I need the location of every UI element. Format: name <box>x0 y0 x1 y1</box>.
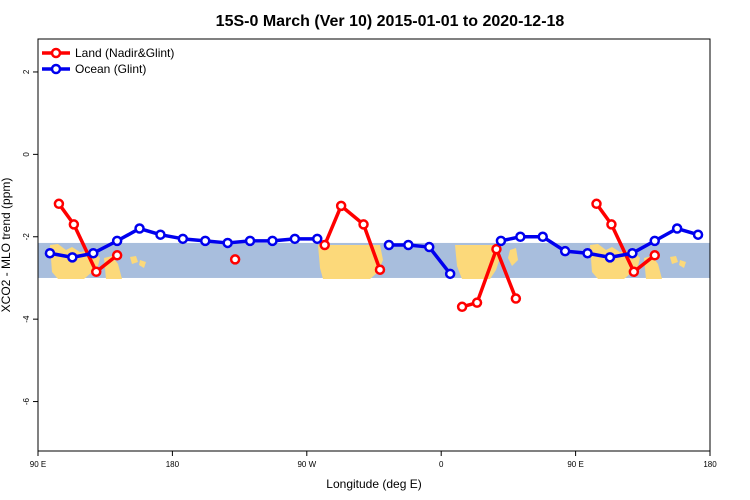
legend-marker-ocean <box>50 63 62 75</box>
land-data-point <box>229 254 241 265</box>
ocean-data-point <box>267 235 278 247</box>
legend-marker-land <box>50 47 62 59</box>
land-data-point <box>335 200 347 212</box>
land-south-america <box>318 245 383 279</box>
land-series-line <box>595 202 656 274</box>
y-tick-label: 0 <box>22 152 31 157</box>
land-series-line <box>461 247 518 309</box>
ocean-data-point <box>671 223 683 234</box>
land-data-point <box>374 264 386 275</box>
land-islands-east <box>670 256 686 268</box>
plot-frame <box>37 38 711 452</box>
ocean-data-point <box>649 235 660 247</box>
x-tick-label: 90 E <box>30 460 46 469</box>
ocean-data-point <box>403 239 414 251</box>
ocean-data-point <box>424 241 435 253</box>
ocean-data-point <box>289 233 301 245</box>
land-data-point <box>456 301 468 313</box>
y-axis: 2 0 -2 -4 -6 <box>22 69 38 405</box>
y-tick-label: -6 <box>22 397 31 405</box>
land-series-line <box>323 204 382 271</box>
land-data-point <box>90 266 102 278</box>
land-data-point <box>510 293 522 304</box>
land-data-point <box>591 198 602 210</box>
land-data-point <box>68 219 80 230</box>
ocean-data-point <box>312 233 323 245</box>
ocean-data-point <box>627 247 638 259</box>
x-axis: 90 E 180 90 W 0 90 E 180 <box>30 451 717 469</box>
ocean-data-point <box>44 247 56 259</box>
ocean-data-point <box>559 245 571 257</box>
legend-label-ocean: Ocean (Glint) <box>75 62 146 76</box>
ocean-data-point <box>88 247 99 259</box>
y-tick-label: -4 <box>22 315 31 323</box>
ocean-data-point <box>177 233 189 245</box>
ocean-series-line <box>500 226 699 260</box>
ocean-data-point <box>604 252 616 263</box>
land-madagascar <box>508 248 518 266</box>
ocean-data-point <box>692 229 704 240</box>
land-data-point <box>358 219 369 230</box>
ocean-data-point <box>515 231 526 243</box>
ocean-data-point <box>222 237 233 249</box>
y-tick-label: 2 <box>22 69 31 74</box>
ocean-data-point <box>155 229 166 240</box>
x-tick-label: 90 E <box>567 460 583 469</box>
x-tick-label: 180 <box>703 460 717 469</box>
land-islands-west <box>130 256 146 268</box>
ocean-data-point <box>383 239 395 251</box>
land-data-point <box>53 198 65 210</box>
land-data-point <box>606 219 617 230</box>
ocean-data-point <box>200 235 211 247</box>
series-points <box>44 198 704 313</box>
y-tick-label: -2 <box>22 233 31 241</box>
x-axis-label: Longitude (deg E) <box>326 477 421 491</box>
land-data-point <box>111 250 123 261</box>
land-data-point <box>471 297 483 308</box>
ocean-data-point <box>495 235 507 247</box>
land-data-point <box>319 239 330 251</box>
ocean-data-point <box>111 235 123 247</box>
ocean-data-point <box>444 268 456 280</box>
y-axis-label: XCO2 - MLO trend (ppm) <box>0 178 13 313</box>
land-data-point <box>491 243 502 255</box>
legend: Land (Nadir&Glint) Ocean (Glint) <box>42 46 174 76</box>
ocean-data-point <box>244 235 256 247</box>
ocean-data-point <box>67 252 78 263</box>
land-data-point <box>628 266 640 278</box>
x-tick-label: 180 <box>166 460 180 469</box>
ocean-data-point <box>134 223 145 234</box>
ocean-data-point <box>537 231 548 243</box>
legend-label-land: Land (Nadir&Glint) <box>75 46 174 60</box>
ocean-series-line <box>388 243 452 275</box>
chart-title: 15S-0 March (Ver 10) 2015-01-01 to 2020-… <box>216 13 565 30</box>
x-tick-label: 90 W <box>297 460 316 469</box>
ocean-data-point <box>582 247 593 259</box>
land-data-point <box>649 250 660 261</box>
x-tick-label: 0 <box>439 460 444 469</box>
land-series-line <box>57 202 119 274</box>
